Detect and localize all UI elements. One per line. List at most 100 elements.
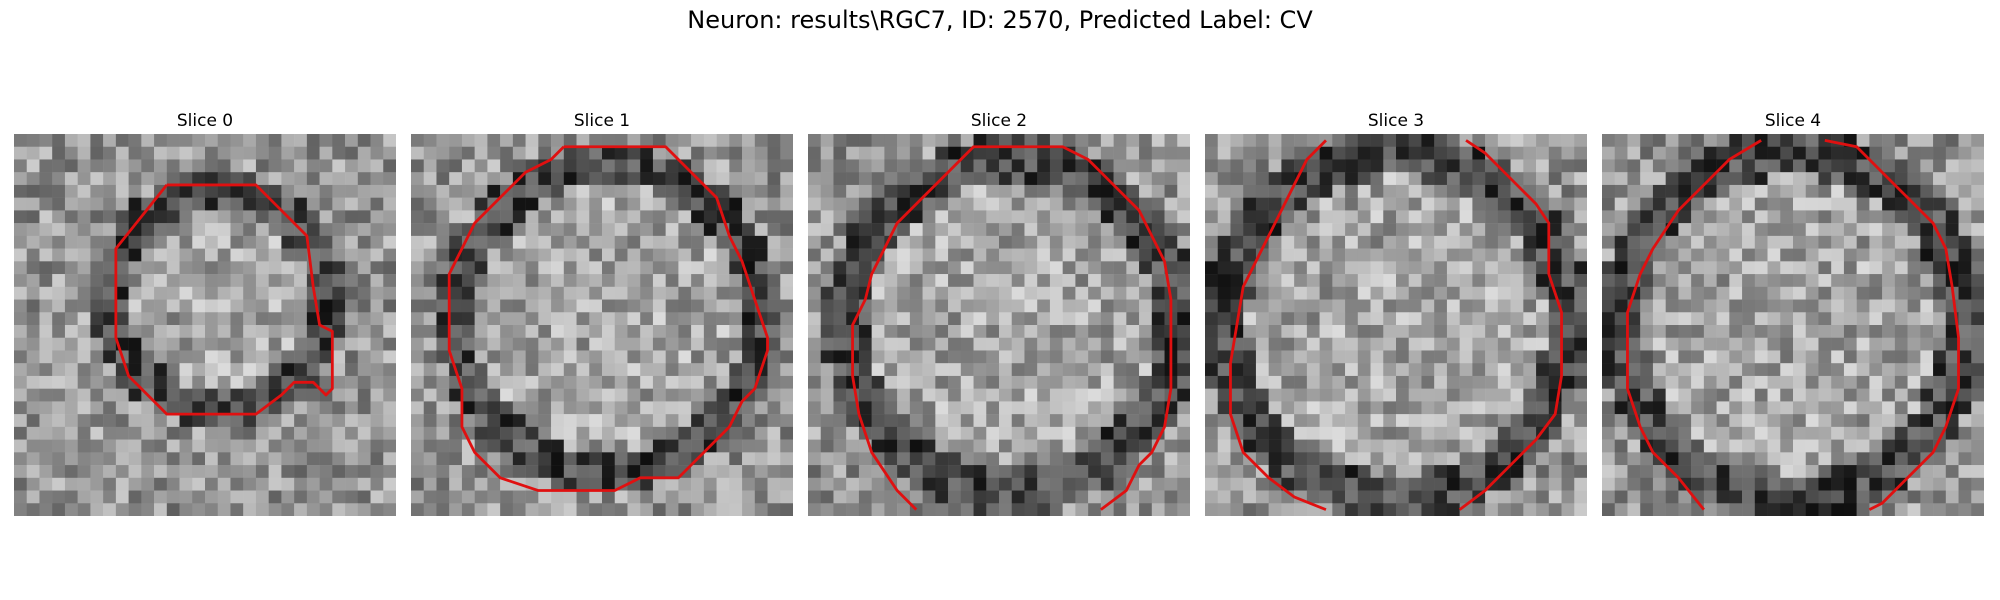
pixel (1100, 286, 1114, 300)
pixel (1281, 248, 1295, 262)
pixel (1472, 439, 1486, 453)
pixel (1217, 401, 1231, 415)
pixel (563, 375, 577, 389)
pixel (665, 414, 679, 428)
pixel (1357, 134, 1371, 147)
pixel (665, 426, 679, 440)
pixel (449, 184, 463, 198)
pixel (1678, 337, 1692, 351)
pixel (960, 312, 974, 326)
pixel (1319, 197, 1333, 211)
pixel (1049, 286, 1063, 300)
pixel (627, 452, 641, 466)
pixel (678, 223, 692, 237)
pixel (729, 184, 743, 198)
pixel (1640, 426, 1654, 440)
pixel (640, 248, 654, 262)
pixel (205, 172, 218, 186)
pixel (1306, 172, 1320, 186)
pixel (1703, 465, 1717, 479)
pixel (640, 375, 654, 389)
pixel (808, 350, 821, 364)
pixel (1780, 503, 1794, 516)
pixel (281, 388, 295, 402)
pixel (665, 299, 679, 313)
pixel (576, 375, 590, 389)
pixel (884, 439, 898, 453)
pixel (230, 184, 244, 198)
pixel (1945, 477, 1959, 491)
pixel (1332, 286, 1346, 300)
pixel (52, 146, 66, 160)
pixel (1370, 274, 1384, 288)
pixel (1882, 465, 1896, 479)
pixel (614, 426, 628, 440)
pixel (39, 414, 53, 428)
pixel (39, 401, 53, 415)
pixel (52, 426, 66, 440)
pixel (1268, 325, 1282, 338)
pixel (1243, 465, 1257, 479)
pixel (103, 503, 117, 516)
pixel (589, 274, 603, 288)
pixel (1536, 312, 1550, 326)
pixel (665, 274, 679, 288)
pixel (357, 503, 371, 516)
pixel (268, 414, 282, 428)
pixel (1882, 426, 1896, 440)
pixel (1100, 465, 1114, 479)
pixel (512, 490, 526, 504)
pixel (716, 134, 730, 147)
pixel (1306, 350, 1320, 364)
pixel (512, 503, 526, 516)
pixel (1268, 235, 1282, 249)
pixel (833, 375, 847, 389)
pixel (52, 184, 66, 198)
pixel (1485, 274, 1499, 288)
pixel (1037, 325, 1051, 338)
pixel (1230, 210, 1244, 224)
pixel (1421, 159, 1435, 173)
pixel (602, 312, 615, 326)
pixel (960, 490, 974, 504)
pixel (1652, 363, 1666, 377)
pixel (449, 274, 463, 288)
pixel (858, 325, 872, 338)
pixel (383, 146, 396, 160)
pixel (1691, 274, 1705, 288)
pixel (1627, 426, 1641, 440)
pixel (332, 274, 346, 288)
pixel (1652, 184, 1666, 198)
pixel (1126, 350, 1140, 364)
pixel (808, 503, 821, 516)
pixel (922, 363, 936, 377)
pixel (922, 388, 936, 402)
pixel (1882, 286, 1896, 300)
pixel (1421, 452, 1435, 466)
pixel (1907, 184, 1921, 198)
pixel (1319, 452, 1333, 466)
pixel (1113, 325, 1127, 338)
pixel (1920, 388, 1934, 402)
pixel (986, 350, 1000, 364)
pixel (1037, 503, 1051, 516)
pixel (255, 363, 269, 377)
pixel (357, 159, 371, 173)
pixel (357, 388, 371, 402)
pixel (1126, 184, 1140, 198)
pixel (1703, 146, 1717, 160)
pixel (319, 172, 333, 186)
pixel (820, 172, 834, 186)
pixel (1255, 172, 1269, 186)
pixel (1306, 363, 1320, 377)
pixel (243, 134, 257, 147)
pixel (436, 503, 450, 516)
pixel (1370, 503, 1384, 516)
pixel (77, 426, 91, 440)
contour-line-2 (851, 145, 1173, 511)
pixel (1345, 312, 1359, 326)
pixel (1536, 184, 1550, 198)
pixel (179, 350, 193, 364)
pixel (820, 439, 834, 453)
pixel (742, 172, 756, 186)
